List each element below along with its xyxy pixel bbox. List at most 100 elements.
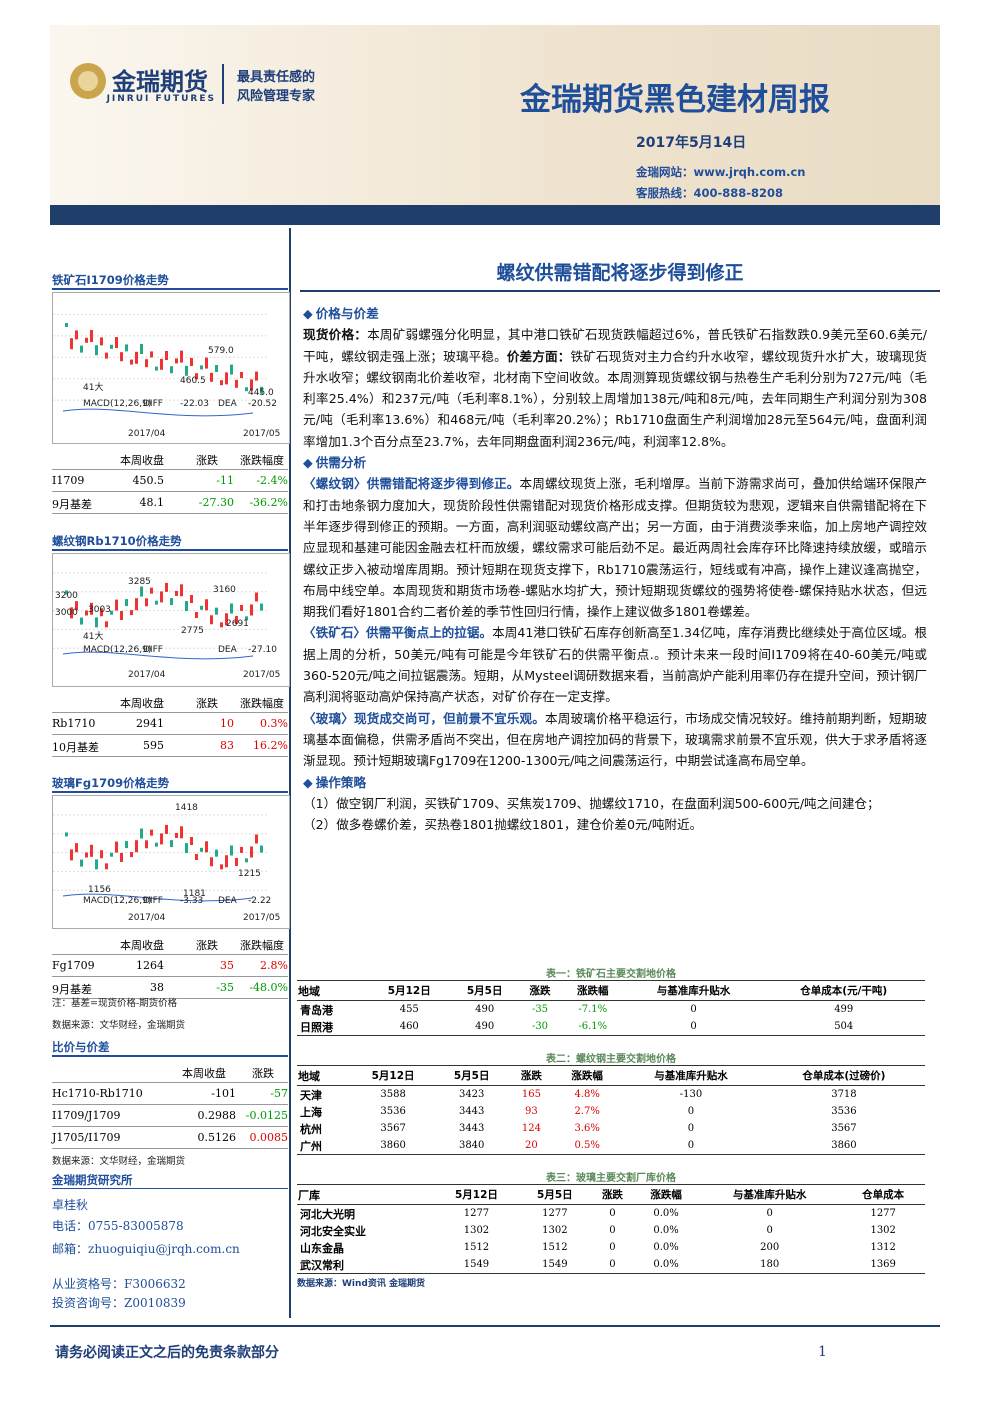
table-cell: 0.0% <box>653 1225 679 1236</box>
decor-candle <box>100 337 103 346</box>
table-cell: 1302 <box>463 1225 490 1236</box>
table-cell: 3567 <box>831 1123 857 1134</box>
table-cell: 0 <box>766 1208 773 1219</box>
body-text: （2）做多卷螺价差，买热卷1801抛螺纹1801，建仓价差0元/吨附近。 <box>303 817 703 833</box>
table-cell: 0.0% <box>653 1208 679 1219</box>
table-row: 武汉常利 1549 1549 0 0.0% 180 1369 <box>297 1256 925 1274</box>
decor-candle <box>65 590 68 595</box>
price-chart: 1418 1156 1215 1181 MACD(12,26,9)DIFF -3.33 DE… <box>52 795 290 929</box>
decor-candle <box>215 607 218 615</box>
table-row: J1705/I1709 0.5126 0.0085 <box>52 1127 288 1149</box>
decor-candle <box>260 845 263 853</box>
title-rule <box>300 290 940 292</box>
table-cell: 4.8% <box>574 1089 600 1100</box>
decor-candle <box>235 379 238 388</box>
table-row: 日照港 460 490 -30 -6.1% 0 504 <box>297 1018 925 1036</box>
header-row: 地域 5月12日 5月5日 涨跌 涨跌幅 与基准库升贴水 仓单成本(元/干吨) <box>297 980 925 1001</box>
disclaimer: 请务必阅读正文之后的免责条款部分 <box>55 1345 279 1361</box>
data-table: 地域 5月12日 5月5日 涨跌 涨跌幅 与基准库升贴水 仓单成本(元/干吨) 青岛港 455 4… <box>297 980 925 1036</box>
decor-candle <box>195 611 198 618</box>
table-row: 河北安全实业 1302 1302 0 0.0% 0 1302 <box>297 1222 925 1239</box>
table-cell: -101 <box>211 1087 236 1100</box>
decor-candle <box>225 855 228 868</box>
body-text: 本周玻璃价格平稳运行，市场成交情况较好。维持前期判断，短期玻璃基本面偏稳，供需矛… <box>303 710 928 769</box>
decor-candle <box>245 858 248 863</box>
decor-candle <box>245 387 248 392</box>
chart-label: -27.10 <box>248 645 277 655</box>
table-cell: 3567 <box>380 1123 406 1134</box>
table-cell: 1312 <box>870 1242 896 1253</box>
chart-label: 1181 <box>183 889 206 899</box>
table-row: I1709 450.5 -11 -2.4% <box>52 470 288 492</box>
source: 数据来源：文华财经，金瑞期货 <box>52 1020 186 1031</box>
section-heading: 供需分析 <box>303 452 927 473</box>
report-title: 金瑞期货黑色建材周报 <box>520 82 830 118</box>
table-cell: 天津 <box>300 1088 322 1102</box>
decor-candle <box>170 366 173 374</box>
decor-candle <box>100 850 103 859</box>
note: 注：基差=现货价格-期货价格 <box>52 998 178 1009</box>
table-cell: 上海 <box>300 1105 322 1119</box>
decor-candle <box>145 598 148 607</box>
decor-candle <box>120 352 123 362</box>
chart-label: 3200 <box>55 591 78 601</box>
decor-candle <box>95 617 98 628</box>
phone: 电话：0755-83005878 <box>52 1219 184 1233</box>
paragraph: 〈铁矿石〉供需平衡点上的拉锯。本周41港口铁矿石库存创新高至1.34亿吨，库存消… <box>303 622 927 707</box>
decor-candle <box>190 837 193 846</box>
chart-label: 2017/05 <box>243 913 280 923</box>
header-band <box>50 25 940 205</box>
decor-candle <box>135 840 138 853</box>
table-cell: 0.5126 <box>197 1131 237 1144</box>
price-chart: 579.0 460.5 445.0 41大 MACD(12,26,9)DIFF -22.0… <box>52 292 290 444</box>
decor-candle <box>230 845 233 856</box>
decor-candle <box>200 605 203 610</box>
table-cell: 1512 <box>463 1242 490 1253</box>
decor-candle <box>250 604 253 616</box>
table-source: 数据来源：Wind资讯 金瑞期货 <box>297 1279 425 1289</box>
chart-label: -20.52 <box>248 399 277 409</box>
paragraph: 〈玻璃〉现货成交尚可，但前景不宜乐观。本周玻璃价格平稳运行，市场成交情况较好。维… <box>303 708 927 772</box>
decor-candle <box>155 600 158 605</box>
price-chart: 3285 3160 3003 2775 2691 3200 3000 41大 MACD(12,2… <box>52 553 290 687</box>
table-cell: -57 <box>270 1087 288 1100</box>
table-row: 9月基差 38 -35 -48.0% <box>52 977 288 999</box>
table-cell: 83 <box>220 739 234 752</box>
decor-candle <box>220 864 223 870</box>
decor-candle <box>205 357 208 369</box>
decor-candle <box>115 599 118 611</box>
table-cell: 455 <box>399 1004 419 1015</box>
table-row: Fg1709 1264 35 2.8% <box>52 955 288 977</box>
decor-candle <box>65 323 68 327</box>
paragraph: 〈螺纹钢〉供需错配将逐步得到修正。本周螺纹现货上涨，毛利增厚。当前下游需求尚可，… <box>303 473 927 622</box>
table-cell: 0 <box>690 1004 697 1015</box>
table-cell: 3536 <box>831 1106 857 1117</box>
logo-name: 金瑞期货 <box>112 68 208 96</box>
table-cell: 1369 <box>841 1256 925 1274</box>
decor-candle <box>165 824 168 834</box>
table-cell: 2941 <box>136 717 164 730</box>
table-header: 本周收盘 涨跌 <box>52 1061 288 1083</box>
table-cell: 1277 <box>542 1208 568 1219</box>
table-cell: 595 <box>143 739 164 752</box>
table-cell: 3860 <box>762 1137 925 1155</box>
section-heading: 操作策略 <box>303 772 927 793</box>
table-cell: 1549 <box>433 1256 520 1274</box>
table-cell: 2.7% <box>574 1106 600 1117</box>
chart-label: -3.33 <box>180 896 203 906</box>
chart-label: 445.0 <box>248 388 274 398</box>
decor-candle <box>235 857 238 866</box>
chart-label: 3160 <box>213 585 236 595</box>
header-cell: 5月12日 <box>368 980 451 1001</box>
table-caption: 表二：螺纹钢主要交割地价格 <box>546 1054 676 1065</box>
decor-candle <box>210 615 213 625</box>
table-cell: 0 <box>687 1123 695 1134</box>
table-cell: 山东金晶 <box>300 1241 344 1255</box>
chart-label: DIFF <box>143 896 163 906</box>
header-cell: 涨跌 <box>196 454 218 467</box>
header-cell: 仓单成本(过磅价) <box>762 1065 925 1086</box>
table-cell: 3423 <box>458 1089 485 1100</box>
body-text: 本周41港口铁矿石库存创新高至1.34亿吨，库存消费比继续处于高位区域。根据上周… <box>303 625 927 705</box>
table-caption: 表三：玻璃主要交割厂库价格 <box>546 1173 676 1184</box>
